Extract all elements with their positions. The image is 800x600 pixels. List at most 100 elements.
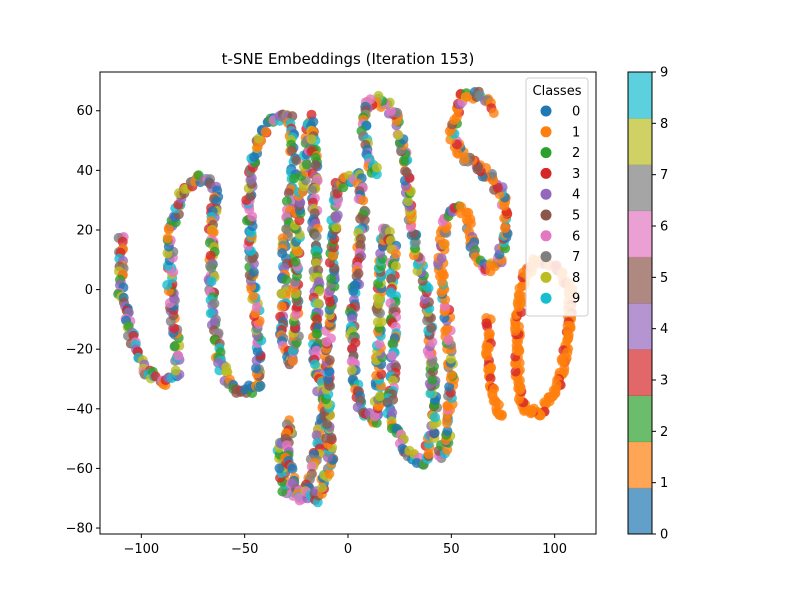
data-point	[281, 196, 292, 207]
data-point	[445, 353, 456, 364]
legend-label: 0	[572, 105, 580, 120]
data-point	[482, 351, 493, 361]
y-tick-label: −60	[66, 462, 93, 477]
data-point	[492, 182, 503, 193]
legend-marker	[540, 230, 552, 242]
y-axis: −80 −60 −40 −20 0 20 40 60	[66, 104, 100, 537]
legend-marker	[540, 251, 552, 263]
data-point	[274, 463, 285, 474]
colorbar-segment	[628, 256, 652, 304]
data-point	[276, 301, 287, 312]
colorbar-tick-label: 1	[660, 476, 668, 491]
data-point	[311, 231, 322, 242]
legend-marker	[540, 126, 552, 138]
data-point	[488, 108, 499, 118]
legend-label: 9	[572, 292, 580, 307]
data-point	[403, 196, 413, 207]
data-point	[163, 223, 174, 234]
data-point	[369, 411, 380, 422]
colorbar-segment	[628, 118, 652, 165]
data-point	[444, 381, 455, 392]
data-point	[442, 426, 453, 437]
data-point	[170, 365, 181, 376]
colorbar: 0 1 2 3 4 5 6 7 8 9	[627, 66, 668, 543]
data-point	[331, 222, 342, 233]
x-tick-label: −100	[123, 542, 159, 557]
legend-marker	[540, 271, 552, 283]
data-point	[286, 145, 297, 156]
y-tick-label: −40	[66, 402, 93, 417]
legend-marker	[540, 188, 552, 200]
colorbar-tick-label: 2	[660, 425, 668, 440]
colorbar-tick-label: 3	[660, 374, 668, 389]
data-point	[374, 339, 385, 349]
data-point	[425, 388, 436, 399]
data-point	[307, 185, 318, 196]
data-point	[442, 323, 453, 334]
legend-label: 5	[572, 209, 580, 224]
data-point	[390, 249, 401, 259]
data-point	[324, 366, 335, 377]
data-point	[376, 316, 387, 327]
data-point	[393, 130, 404, 140]
data-point	[353, 268, 364, 279]
data-point	[311, 430, 322, 441]
y-tick-label: 40	[76, 164, 93, 179]
data-point	[465, 218, 476, 229]
data-point	[500, 223, 510, 233]
data-point	[310, 160, 321, 171]
legend-label: 1	[572, 125, 580, 140]
data-point	[387, 407, 398, 418]
data-point	[205, 250, 216, 261]
data-point	[169, 341, 180, 352]
legend-marker	[540, 292, 552, 304]
data-point	[401, 167, 412, 178]
legend-marker	[540, 147, 552, 159]
data-point	[390, 261, 401, 271]
data-point	[252, 346, 263, 357]
x-tick-label: 100	[542, 542, 567, 557]
data-point	[287, 356, 298, 366]
legend-title: Classes	[533, 84, 582, 99]
data-point	[287, 477, 298, 488]
legend-label: 7	[572, 250, 580, 265]
colorbar-segment	[628, 72, 652, 119]
x-tick-label: 0	[344, 542, 352, 557]
data-point	[281, 274, 292, 285]
data-point	[387, 350, 398, 361]
data-point	[276, 288, 287, 299]
data-point	[436, 253, 447, 264]
data-point	[326, 273, 337, 284]
chart-title: t-SNE Embeddings (Iteration 153)	[222, 50, 475, 68]
colorbar-segment	[628, 303, 652, 350]
data-point	[472, 164, 483, 175]
data-point	[117, 236, 128, 247]
data-point	[451, 112, 462, 123]
legend-label: 2	[572, 146, 580, 161]
data-point	[430, 412, 440, 423]
data-point	[211, 196, 222, 207]
colorbar-tick-label: 9	[660, 66, 668, 81]
data-point	[173, 350, 183, 361]
data-point	[328, 250, 339, 261]
legend-label: 8	[572, 271, 580, 286]
y-tick-label: −20	[66, 343, 93, 358]
data-point	[427, 375, 438, 385]
data-point	[291, 155, 302, 166]
x-tick-label: −50	[231, 542, 258, 557]
y-tick-label: 0	[85, 283, 93, 298]
data-point	[287, 463, 298, 474]
data-point	[446, 369, 457, 380]
data-point	[209, 298, 220, 309]
colorbar-segment	[628, 441, 652, 489]
y-tick-label: −80	[66, 522, 93, 537]
data-point	[355, 240, 366, 250]
data-point	[375, 391, 385, 402]
data-point	[206, 276, 217, 287]
legend: Classes 0 1 2 3 4 5 6 7 8 9	[525, 77, 589, 317]
data-point	[459, 154, 470, 165]
colorbar-frame	[627, 71, 653, 535]
data-point	[248, 267, 259, 278]
data-point	[255, 380, 266, 391]
data-point	[162, 233, 173, 244]
